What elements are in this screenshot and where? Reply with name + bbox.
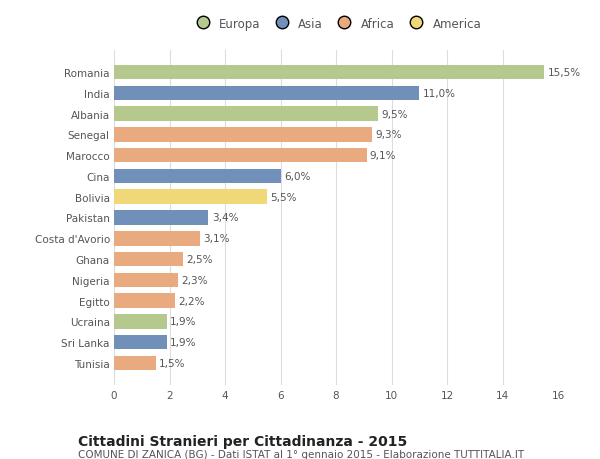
Bar <box>114 169 281 184</box>
Text: 9,1%: 9,1% <box>370 151 397 161</box>
Text: 2,2%: 2,2% <box>178 296 205 306</box>
Bar <box>114 314 167 329</box>
Text: 6,0%: 6,0% <box>284 172 310 182</box>
Bar <box>114 149 367 163</box>
Bar <box>114 335 167 350</box>
Text: 3,1%: 3,1% <box>203 234 230 244</box>
Text: 5,5%: 5,5% <box>270 192 296 202</box>
Bar <box>114 356 155 370</box>
Text: 15,5%: 15,5% <box>547 68 581 78</box>
Bar <box>114 211 208 225</box>
Text: 3,4%: 3,4% <box>212 213 238 223</box>
Text: 1,5%: 1,5% <box>159 358 185 368</box>
Text: 9,5%: 9,5% <box>381 109 407 119</box>
Bar <box>114 294 175 308</box>
Bar <box>114 86 419 101</box>
Text: COMUNE DI ZANICA (BG) - Dati ISTAT al 1° gennaio 2015 - Elaborazione TUTTITALIA.: COMUNE DI ZANICA (BG) - Dati ISTAT al 1°… <box>78 449 524 459</box>
Bar <box>114 66 544 80</box>
Text: 2,3%: 2,3% <box>181 275 208 285</box>
Text: Cittadini Stranieri per Cittadinanza - 2015: Cittadini Stranieri per Cittadinanza - 2… <box>78 434 407 448</box>
Text: 1,9%: 1,9% <box>170 317 197 327</box>
Text: 11,0%: 11,0% <box>422 89 455 99</box>
Bar <box>114 252 184 267</box>
Text: 2,5%: 2,5% <box>187 254 213 264</box>
Bar <box>114 231 200 246</box>
Bar <box>114 190 266 205</box>
Bar <box>114 107 377 122</box>
Text: 9,3%: 9,3% <box>376 130 402 140</box>
Text: 1,9%: 1,9% <box>170 337 197 347</box>
Legend: Europa, Asia, Africa, America: Europa, Asia, Africa, America <box>186 13 486 35</box>
Bar <box>114 128 372 142</box>
Bar <box>114 273 178 287</box>
